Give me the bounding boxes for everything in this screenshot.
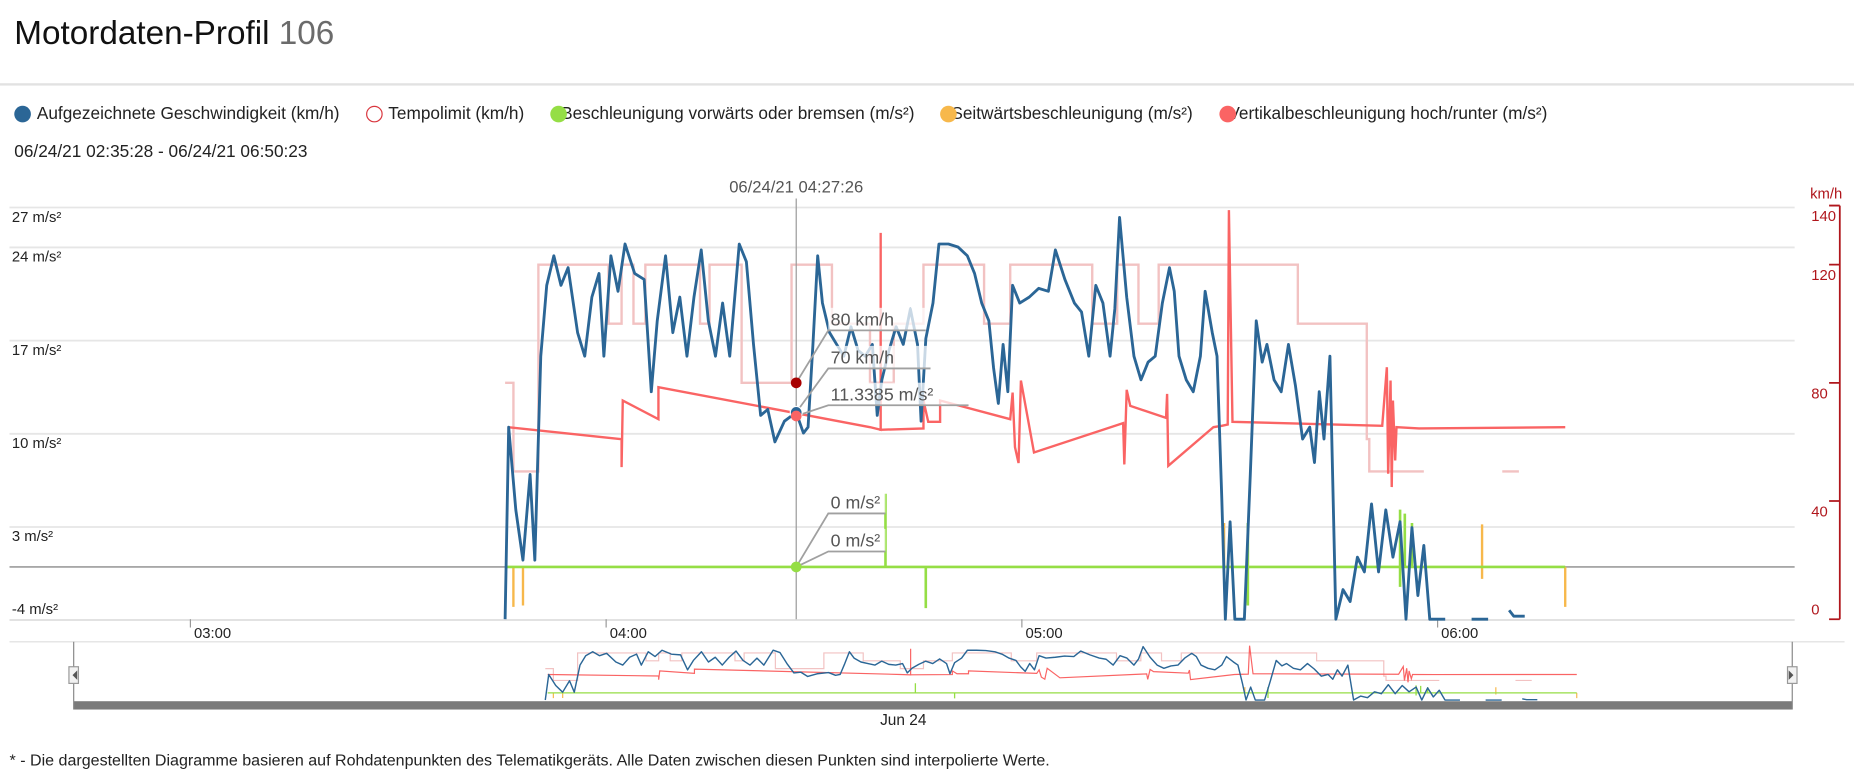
vertical-acceleration-marker [790, 410, 802, 422]
crosshair: 06/24/21 04:27:26 80 km/h 70 km/h 11.3385 m… [729, 178, 969, 620]
tooltip-label: 11.3385 m/s² [831, 385, 934, 405]
tooltip-label: 0 m/s² [831, 531, 881, 551]
right-axis: km/h 140 120 80 40 0 [1810, 186, 1842, 621]
series-group [503, 210, 1567, 621]
navigator-background [9, 641, 1845, 710]
legend-label: Tempolimit (km/h) [388, 104, 525, 124]
header-divider [0, 83, 1854, 86]
navigator[interactable]: Jun 24 [9, 641, 1845, 729]
tooltip-background [828, 382, 969, 406]
tooltip-label: 80 km/h [831, 310, 894, 330]
right-axis-label: 120 [1811, 268, 1836, 284]
legend-dot-icon [1218, 105, 1236, 123]
legend-dot-icon [940, 105, 958, 123]
legend-item-lateral-acceleration[interactable]: Seitwärtsbeschleunigung (m/s²) [940, 104, 1193, 124]
legend-item-speed-limit[interactable]: Tempolimit (km/h) [365, 104, 525, 124]
caret-right-icon [1788, 670, 1794, 680]
navigator-lateral-acceleration-line [552, 687, 1578, 699]
chart-legend: Aufgezeichnete Geschwindigkeit (km/h) Te… [14, 105, 1573, 124]
right-axis-label: 40 [1811, 504, 1828, 520]
tooltip-leader-line [795, 367, 931, 413]
tooltip-background [828, 490, 886, 514]
x-axis-label: 06:00 [1441, 626, 1478, 642]
navigator-vertical-acceleration-line [547, 645, 1577, 683]
left-axis-label: -4 m/s² [12, 602, 58, 618]
left-axis-label: 24 m/s² [12, 250, 62, 266]
navigator-scrollbar[interactable] [73, 701, 1793, 710]
x-axis-label: 03:00 [194, 626, 231, 642]
x-axis-label: 05:00 [1025, 626, 1062, 642]
legend-label: Seitwärtsbeschleunigung (m/s²) [951, 104, 1193, 124]
legend-item-speed[interactable]: Aufgezeichnete Geschwindigkeit (km/h) [14, 104, 340, 124]
legend-label: Vertikalbeschleunigung hoch/runter (m/s²… [1228, 104, 1548, 124]
right-axis-title: km/h [1810, 186, 1842, 202]
tooltip-leader-line [795, 512, 886, 568]
legend-label: Beschleunigung vorwärts oder bremsen (m/… [561, 104, 915, 124]
right-axis-label: 80 [1811, 386, 1828, 402]
navigator-date-label: Jun 24 [880, 712, 927, 729]
tooltip-label: 0 m/s² [831, 493, 881, 513]
profile-number: 106 [278, 14, 335, 52]
left-axis-label: 3 m/s² [12, 529, 53, 545]
legend-dot-icon [14, 105, 31, 123]
legend-dot-icon [550, 105, 568, 123]
legend-hollow-circle-icon [365, 105, 383, 123]
legend-item-vertical-acceleration[interactable]: Vertikalbeschleunigung hoch/runter (m/s²… [1218, 104, 1548, 124]
tooltip-label: 70 km/h [831, 348, 894, 368]
page-title-text: Motordaten-Profil [14, 14, 270, 52]
tooltip-leader-line [795, 404, 969, 417]
left-axis: 27 m/s² 24 m/s² 17 m/s² 10 m/s² 3 m/s² -4 m/s… [12, 210, 62, 618]
speed-line [503, 215, 1525, 621]
navigator-speed-line [544, 645, 1538, 701]
tooltip-leader-line [795, 550, 886, 568]
x-axis-label: 04:00 [610, 626, 647, 642]
left-axis-label: 10 m/s² [12, 436, 62, 452]
time-axis: 03:00 04:00 05:00 06:00 [9, 619, 1795, 642]
tooltip-background [828, 307, 926, 331]
tooltip-leader-line [795, 329, 926, 384]
forward-acceleration-marker [790, 561, 802, 573]
navigator-series [544, 645, 1578, 701]
speed-limit-marker [790, 377, 802, 389]
crosshair-time-label: 06/24/21 04:27:26 [729, 178, 863, 197]
left-axis-label: 27 m/s² [12, 210, 62, 226]
caret-left-icon [72, 670, 78, 680]
left-axis-label: 17 m/s² [12, 343, 62, 359]
legend-label: Aufgezeichnete Geschwindigkeit (km/h) [36, 104, 340, 124]
page-title: Motordaten-Profil 106 [14, 14, 334, 52]
tooltip-background [828, 528, 886, 552]
right-axis-label: 0 [1811, 602, 1819, 618]
date-range: 06/24/21 02:35:28 - 06/24/21 06:50:23 [14, 142, 308, 162]
tooltip-background [828, 345, 931, 369]
grid-lines [9, 206, 1795, 622]
footnote: * - Die dargestellten Diagramme basieren… [9, 751, 1050, 769]
right-axis-label: 140 [1811, 209, 1836, 225]
vertical-acceleration-line [507, 210, 1566, 488]
legend-item-forward-acceleration[interactable]: Beschleunigung vorwärts oder bremsen (m/… [550, 104, 915, 124]
